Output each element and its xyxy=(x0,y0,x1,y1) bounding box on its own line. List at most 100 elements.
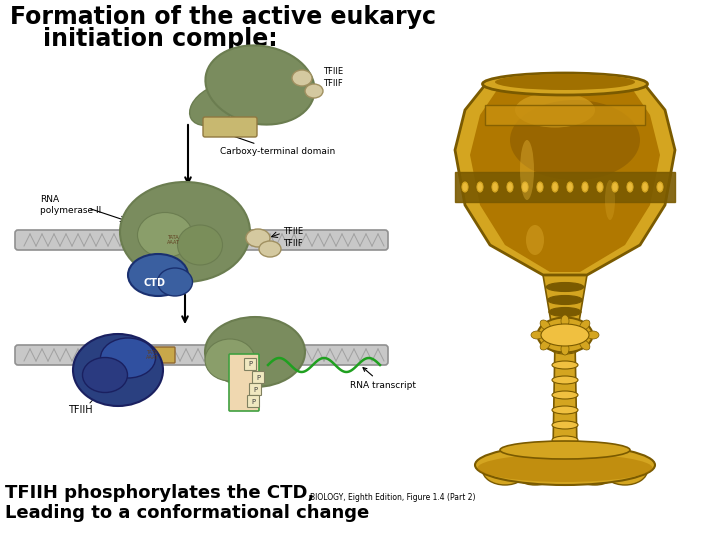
Ellipse shape xyxy=(552,183,557,191)
Text: TFIIE: TFIIE xyxy=(323,66,343,76)
Ellipse shape xyxy=(641,181,649,193)
Ellipse shape xyxy=(603,455,647,485)
Ellipse shape xyxy=(642,183,647,191)
Ellipse shape xyxy=(552,361,578,369)
Text: CTD: CTD xyxy=(144,278,166,288)
Text: TFIIF: TFIIF xyxy=(283,240,302,248)
Ellipse shape xyxy=(566,181,574,193)
Ellipse shape xyxy=(546,282,584,292)
Ellipse shape xyxy=(580,340,590,350)
Text: Leading to a conformational change: Leading to a conformational change xyxy=(5,504,369,522)
Polygon shape xyxy=(470,90,660,272)
Text: TFIIE: TFIIE xyxy=(283,227,303,237)
Ellipse shape xyxy=(482,73,647,95)
Ellipse shape xyxy=(628,183,632,191)
Text: RNA
polymerase II: RNA polymerase II xyxy=(40,195,102,215)
Ellipse shape xyxy=(158,268,192,296)
Text: P: P xyxy=(251,399,256,404)
FancyBboxPatch shape xyxy=(250,383,261,395)
Ellipse shape xyxy=(561,315,569,327)
Ellipse shape xyxy=(611,181,619,193)
Ellipse shape xyxy=(538,318,593,353)
Ellipse shape xyxy=(561,343,569,355)
Ellipse shape xyxy=(508,183,513,191)
Ellipse shape xyxy=(205,45,315,125)
Ellipse shape xyxy=(552,421,578,429)
Ellipse shape xyxy=(552,391,578,399)
Text: initiation comple:: initiation comple: xyxy=(10,27,278,51)
Ellipse shape xyxy=(581,181,589,193)
Ellipse shape xyxy=(477,454,652,482)
Ellipse shape xyxy=(500,441,630,459)
Ellipse shape xyxy=(189,85,240,125)
FancyBboxPatch shape xyxy=(229,354,259,411)
Ellipse shape xyxy=(540,320,550,330)
Ellipse shape xyxy=(551,181,559,193)
Ellipse shape xyxy=(73,334,163,406)
Ellipse shape xyxy=(552,436,578,444)
Polygon shape xyxy=(553,340,577,450)
FancyBboxPatch shape xyxy=(248,395,259,408)
Ellipse shape xyxy=(462,183,467,191)
Text: P: P xyxy=(253,387,258,393)
Polygon shape xyxy=(455,172,675,202)
Text: TFIIB: TFIIB xyxy=(200,197,230,207)
Ellipse shape xyxy=(536,181,544,193)
Ellipse shape xyxy=(552,376,578,384)
Ellipse shape xyxy=(540,340,550,350)
Text: RNA
polymerase II: RNA polymerase II xyxy=(217,75,279,94)
Ellipse shape xyxy=(461,181,469,193)
Ellipse shape xyxy=(520,140,534,200)
Ellipse shape xyxy=(531,331,543,339)
Ellipse shape xyxy=(596,181,604,193)
Ellipse shape xyxy=(506,181,514,193)
Ellipse shape xyxy=(548,295,582,305)
Ellipse shape xyxy=(246,229,270,247)
Ellipse shape xyxy=(491,181,499,193)
Text: P: P xyxy=(248,361,253,368)
Ellipse shape xyxy=(605,180,615,220)
Ellipse shape xyxy=(515,92,595,127)
Ellipse shape xyxy=(178,225,222,265)
Ellipse shape xyxy=(567,183,572,191)
Ellipse shape xyxy=(521,181,529,193)
FancyBboxPatch shape xyxy=(15,230,388,250)
Ellipse shape xyxy=(572,455,618,485)
FancyBboxPatch shape xyxy=(253,372,264,383)
Ellipse shape xyxy=(580,320,590,330)
FancyBboxPatch shape xyxy=(203,117,257,137)
Text: RNA transcript: RNA transcript xyxy=(350,368,416,389)
Ellipse shape xyxy=(526,225,544,255)
FancyBboxPatch shape xyxy=(15,345,388,365)
Ellipse shape xyxy=(523,183,528,191)
Text: BIOLOGY, Eighth Edition, Figure 1.4 (Part 2): BIOLOGY, Eighth Edition, Figure 1.4 (Par… xyxy=(310,493,475,502)
Text: TFIIH phosphorylates the CTD,: TFIIH phosphorylates the CTD, xyxy=(5,484,315,502)
Ellipse shape xyxy=(656,181,664,193)
Ellipse shape xyxy=(292,70,312,86)
FancyBboxPatch shape xyxy=(245,359,256,370)
Text: TATA
AAAT: TATA AAAT xyxy=(145,349,158,360)
Polygon shape xyxy=(485,105,645,125)
Ellipse shape xyxy=(613,183,618,191)
Ellipse shape xyxy=(101,338,156,378)
Ellipse shape xyxy=(657,183,662,191)
Ellipse shape xyxy=(513,455,557,485)
Ellipse shape xyxy=(138,213,192,258)
Polygon shape xyxy=(455,85,675,275)
Text: TATA
AAAT: TATA AAAT xyxy=(166,234,179,245)
Ellipse shape xyxy=(128,254,188,296)
Ellipse shape xyxy=(475,445,655,485)
Text: Formation of the active eukaryc: Formation of the active eukaryc xyxy=(10,5,436,29)
Text: P: P xyxy=(256,375,261,381)
Ellipse shape xyxy=(510,100,640,180)
Polygon shape xyxy=(543,275,587,322)
Ellipse shape xyxy=(549,307,581,316)
FancyBboxPatch shape xyxy=(129,347,175,363)
Ellipse shape xyxy=(542,455,588,485)
Ellipse shape xyxy=(259,241,281,257)
Ellipse shape xyxy=(477,183,482,191)
Ellipse shape xyxy=(83,357,127,393)
Ellipse shape xyxy=(482,455,528,485)
Ellipse shape xyxy=(305,84,323,98)
FancyBboxPatch shape xyxy=(150,232,196,248)
